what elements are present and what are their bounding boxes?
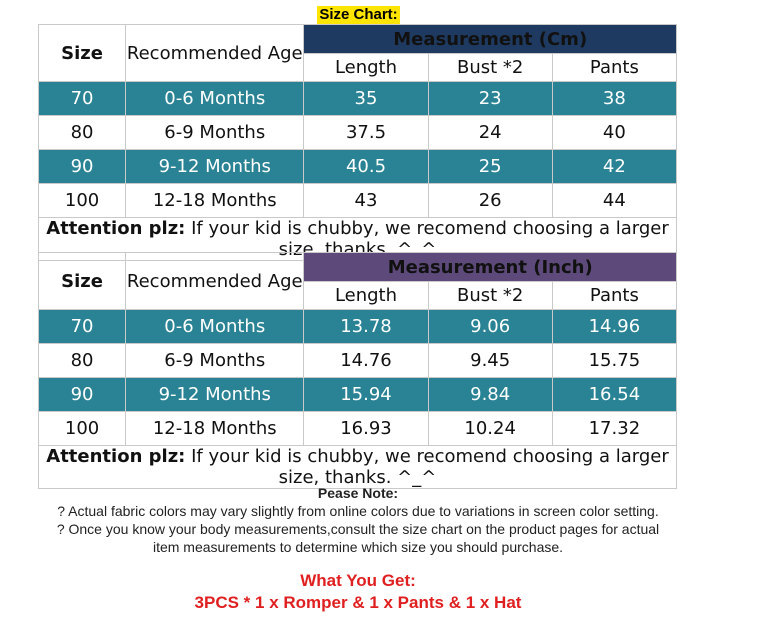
age-header: Recommended Age (125, 252, 305, 310)
table-row: 70 0-6 Months 13.78 9.06 14.96 (37, 309, 678, 344)
size-table-cm: Size Recommended Age Measurement (Cm) Le… (37, 24, 678, 261)
attention-note: Attention plz: If your kid is chubby, we… (38, 445, 677, 489)
length-header: Length (303, 281, 429, 310)
bust-header: Bust *2 (427, 281, 553, 310)
size-cell: 70 (37, 81, 127, 116)
table-row: 90 9-12 Months 40.5 25 42 (37, 149, 678, 184)
length-cell: 35 (303, 81, 429, 116)
age-header: Recommended Age (125, 24, 305, 82)
measurement-header: Measurement (Cm) (303, 24, 677, 54)
pants-header: Pants (551, 281, 678, 310)
length-cell: 37.5 (303, 115, 429, 150)
pants-cell: 44 (551, 183, 678, 218)
length-cell: 13.78 (303, 309, 429, 344)
age-cell: 6-9 Months (125, 343, 305, 378)
notes-title: Pease Note: (317, 485, 399, 501)
length-cell: 14.76 (303, 343, 429, 378)
pants-header: Pants (551, 53, 678, 82)
size-header: Size (37, 252, 127, 310)
attention-text: If your kid is chubby, we recomend choos… (191, 446, 669, 488)
table-row: 70 0-6 Months 35 23 38 (37, 81, 678, 116)
table-row: 100 12-18 Months 16.93 10.24 17.32 (37, 411, 678, 446)
age-cell: 12-18 Months (125, 411, 305, 446)
size-chart-title: Size Chart: (317, 6, 400, 24)
size-header: Size (37, 24, 127, 82)
size-cell: 90 (37, 377, 127, 412)
length-cell: 40.5 (303, 149, 429, 184)
pants-cell: 16.54 (551, 377, 678, 412)
notes-line-3: item measurements to determine which siz… (152, 539, 564, 555)
bust-cell: 26 (427, 183, 553, 218)
notes-section: Pease Note: ? Actual fabric colors may v… (0, 484, 716, 556)
length-header: Length (303, 53, 429, 82)
bust-cell: 9.84 (427, 377, 553, 412)
bust-cell: 24 (427, 115, 553, 150)
bust-cell: 9.06 (427, 309, 553, 344)
bust-cell: 23 (427, 81, 553, 116)
title-wrap: Size Chart: (0, 4, 759, 24)
what-you-get-title: What You Get: (300, 571, 416, 590)
size-cell: 80 (37, 115, 127, 150)
age-cell: 9-12 Months (125, 377, 305, 412)
notes-line-1: ? Actual fabric colors may vary slightly… (57, 503, 659, 519)
age-cell: 9-12 Months (125, 149, 305, 184)
age-cell: 0-6 Months (125, 309, 305, 344)
size-cell: 80 (37, 343, 127, 378)
size-cell: 100 (37, 183, 127, 218)
length-cell: 15.94 (303, 377, 429, 412)
measurement-header: Measurement (Inch) (303, 252, 677, 282)
size-cell: 90 (37, 149, 127, 184)
bust-cell: 9.45 (427, 343, 553, 378)
age-cell: 6-9 Months (125, 115, 305, 150)
pants-cell: 40 (551, 115, 678, 150)
what-you-get-section: What You Get: 3PCS * 1 x Romper & 1 x Pa… (0, 570, 716, 614)
size-cell: 100 (37, 411, 127, 446)
bust-cell: 10.24 (427, 411, 553, 446)
pants-cell: 14.96 (551, 309, 678, 344)
table-row: 80 6-9 Months 37.5 24 40 (37, 115, 678, 150)
pants-cell: 15.75 (551, 343, 678, 378)
table-row: 90 9-12 Months 15.94 9.84 16.54 (37, 377, 678, 412)
table-row: 80 6-9 Months 14.76 9.45 15.75 (37, 343, 678, 378)
attention-label: Attention plz: (46, 218, 186, 239)
size-cell: 70 (37, 309, 127, 344)
notes-line-2: ? Once you know your body measurements,c… (56, 521, 660, 537)
pants-cell: 17.32 (551, 411, 678, 446)
length-cell: 16.93 (303, 411, 429, 446)
length-cell: 43 (303, 183, 429, 218)
age-cell: 12-18 Months (125, 183, 305, 218)
what-you-get-items: 3PCS * 1 x Romper & 1 x Pants & 1 x Hat (194, 593, 522, 612)
pants-cell: 42 (551, 149, 678, 184)
bust-header: Bust *2 (427, 53, 553, 82)
attention-label: Attention plz: (46, 446, 186, 467)
age-cell: 0-6 Months (125, 81, 305, 116)
pants-cell: 38 (551, 81, 678, 116)
bust-cell: 25 (427, 149, 553, 184)
size-table-inch: Size Recommended Age Measurement (Inch) … (37, 252, 678, 489)
table-row: 100 12-18 Months 43 26 44 (37, 183, 678, 218)
